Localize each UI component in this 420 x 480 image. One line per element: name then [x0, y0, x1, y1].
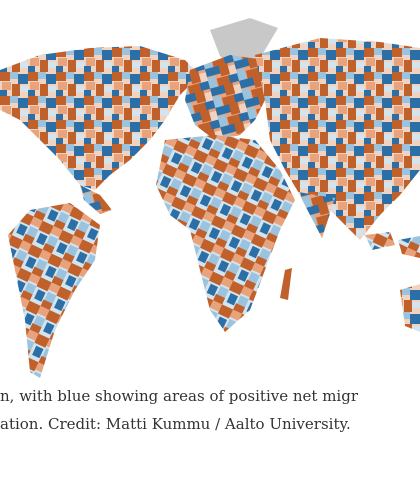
europe [185, 55, 270, 140]
india [298, 192, 335, 238]
north-america [0, 46, 200, 190]
southeast-asia-islands [365, 232, 420, 258]
central-america [80, 185, 112, 214]
south-america [8, 203, 100, 378]
caption-line: ation. Credit: Matti Kummu / Aalto Unive… [0, 415, 351, 433]
asia [255, 38, 420, 240]
australia [400, 284, 420, 332]
world-map [0, 18, 420, 378]
madagascar [280, 268, 292, 300]
caption-line: n, with blue showing areas of positive n… [0, 387, 359, 405]
africa [156, 135, 295, 332]
caption: n, with blue showing areas of positive n… [0, 382, 420, 438]
